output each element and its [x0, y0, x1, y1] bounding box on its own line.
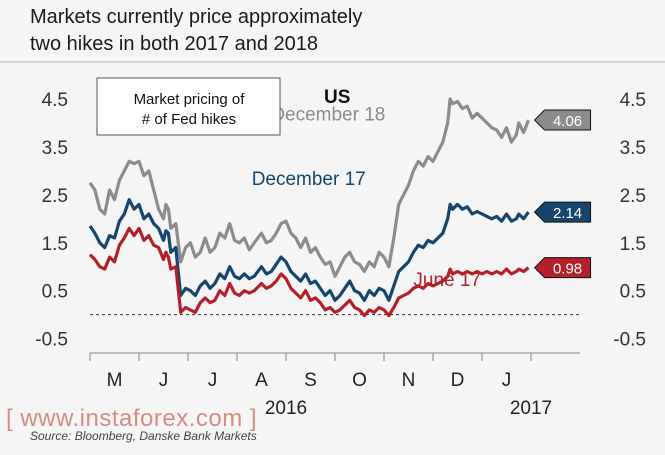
watermark: [ www.instaforex.com ]	[6, 405, 258, 432]
end-value-label: 4.06	[553, 113, 582, 130]
end-value-flag	[533, 109, 592, 131]
y-tick-label-left: 3.5	[42, 138, 68, 159]
y-tick-label-right: -0.5	[613, 330, 646, 351]
x-month-label: J	[159, 370, 169, 391]
y-tick-label-right: 4.5	[620, 90, 646, 111]
x-month-label: O	[352, 370, 367, 391]
chart-title: Markets currently price approximately tw…	[30, 4, 650, 58]
y-tick-label-right: 3.5	[620, 138, 646, 159]
end-value-label: 2.14	[553, 205, 582, 222]
series-line	[88, 198, 530, 302]
end-value-label: 0.98	[553, 261, 582, 278]
series-line	[88, 226, 530, 318]
legend-box-line: Market pricing of	[134, 91, 246, 108]
y-tick-label-right: 1.5	[620, 234, 646, 255]
series-line	[88, 97, 530, 278]
series-name-label: December 17	[252, 169, 366, 190]
x-month-label: S	[304, 370, 317, 391]
x-year-label: 2017	[510, 398, 552, 419]
y-tick-label-left: 4.5	[42, 90, 68, 111]
y-tick-label-right: 2.5	[620, 186, 646, 207]
panel-label: US	[324, 87, 350, 108]
y-tick-label-left: -0.5	[35, 330, 68, 351]
labels-layer: 4.5 4.5 3.5 3.5 2.5 2.5 1.5 1.5 0.5 0.5 -0.5 -0.5 M J…	[35, 77, 646, 419]
end-value-flag	[533, 201, 592, 223]
x-month-label: D	[451, 370, 465, 391]
x-month-label: J	[502, 370, 512, 391]
x-month-label: N	[402, 370, 416, 391]
series-layer	[88, 97, 530, 318]
y-tick-label-left: 1.5	[42, 234, 68, 255]
title-line-1: Markets currently price approximately	[30, 6, 363, 28]
x-month-label: J	[208, 370, 218, 391]
y-tick-label-right: 0.5	[620, 282, 646, 303]
y-tick-label-left: 2.5	[42, 186, 68, 207]
x-year-label: 2016	[265, 398, 307, 419]
series-name-label: June 17	[413, 270, 481, 291]
axes	[89, 314, 580, 361]
y-tick-label-left: 0.5	[42, 282, 68, 303]
end-value-flag	[533, 257, 592, 279]
legend-box	[96, 77, 281, 136]
series-name-label: December 18	[271, 105, 385, 126]
x-month-label: A	[255, 370, 268, 391]
legend-box-line: # of Fed hikes	[142, 111, 236, 128]
x-month-label: M	[107, 370, 123, 391]
source-note: Source: Bloomberg, Danske Bank Markets	[30, 429, 257, 443]
title-line-2: two hikes in both 2017 and 2018	[30, 33, 318, 55]
